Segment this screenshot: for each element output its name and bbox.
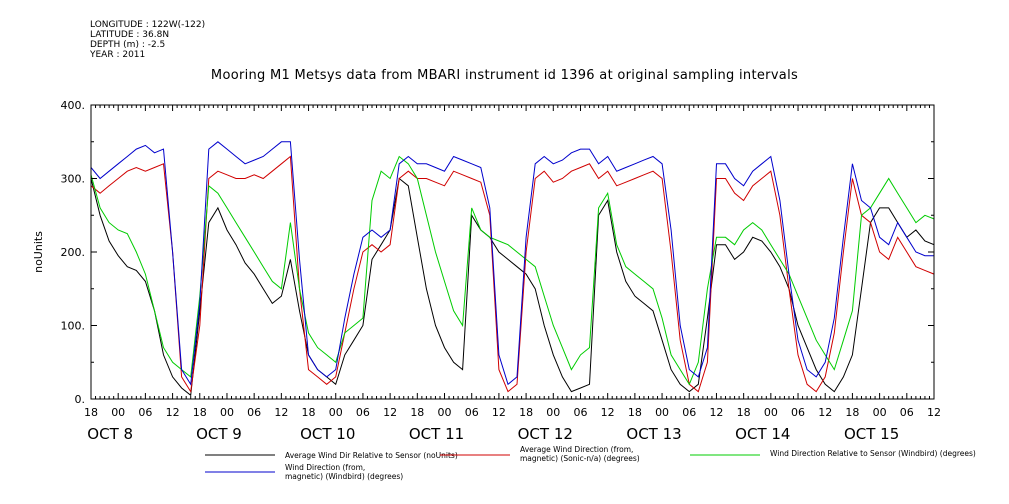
x-tick-label: 18 [628,406,642,419]
x-day-label: OCT 9 [196,425,242,443]
x-day-label: OCT 15 [844,425,899,443]
x-tick-label: 12 [709,406,723,419]
x-tick-label: 12 [818,406,832,419]
x-tick-label: 00 [873,406,887,419]
x-tick-label: 18 [845,406,859,419]
series-line-3 [91,155,934,386]
x-tick-label: 12 [383,406,397,419]
x-tick-label: 00 [329,406,343,419]
y-tick-label: 200. [61,246,86,259]
legend-label-4: magnetic) (Windbird) (degrees) [285,472,403,481]
x-tick-label: 18 [519,406,533,419]
x-tick-label: 06 [791,406,805,419]
legend-label-1: Average Wind Dir Relative to Sensor (noU… [285,451,458,460]
series-line-1 [91,177,934,397]
y-tick-label: 300. [61,173,86,186]
x-tick-label: 12 [601,406,615,419]
x-day-label: OCT 13 [626,425,681,443]
x-tick-label: 06 [247,406,261,419]
x-tick-label: 18 [302,406,316,419]
y-tick-label: 0. [75,393,86,406]
y-axis-label: noUnits [32,231,45,273]
legend-label-3: Wind Direction Relative to Sensor (Windb… [770,449,976,458]
y-tick-label: 100. [61,320,86,333]
series-line-2 [91,155,934,394]
year-label: YEAR : 2011 [90,50,146,60]
longitude-label: LONGITUDE : 122W(-122) [90,20,206,30]
x-tick-label: 18 [737,406,751,419]
x-tick-label: 06 [465,406,479,419]
x-tick-label: 06 [682,406,696,419]
x-day-label: OCT 8 [87,425,133,443]
x-tick-label: 12 [927,406,941,419]
x-tick-label: 18 [410,406,424,419]
x-tick-label: 06 [573,406,587,419]
depth-label: DEPTH (m) : -2.5 [90,40,166,50]
x-tick-label: 00 [655,406,669,419]
x-tick-label: 06 [900,406,914,419]
x-tick-label: 12 [166,406,180,419]
x-tick-label: 12 [274,406,288,419]
x-tick-label: 06 [138,406,152,419]
x-day-label: OCT 12 [518,425,573,443]
legend-label-2: Average Wind Direction (from, [520,445,633,454]
x-tick-label: 18 [84,406,98,419]
x-day-label: OCT 14 [735,425,790,443]
plot-frame [90,104,935,400]
x-tick-label: 06 [356,406,370,419]
chart-title: Mooring M1 Metsys data from MBARI instru… [210,68,799,83]
x-day-label: OCT 10 [300,425,355,443]
series-line-4 [91,141,934,386]
x-tick-label: 00 [764,406,778,419]
latitude-label: LATITUDE : 36.8N [90,30,170,40]
legend-label-2: magnetic) (Sonic-n/a) (degrees) [520,454,640,463]
y-tick-label: 400. [61,99,86,112]
x-day-label: OCT 11 [409,425,464,443]
metadata-block: LONGITUDE : 122W(-122) LATITUDE : 36.8N … [90,20,205,60]
x-tick-label: 00 [438,406,452,419]
legend-label-4: Wind Direction (from, [285,463,365,472]
x-tick-label: 00 [546,406,560,419]
x-tick-label: 18 [193,406,207,419]
x-tick-label: 12 [492,406,506,419]
x-tick-label: 00 [111,406,125,419]
x-tick-label: 00 [220,406,234,419]
